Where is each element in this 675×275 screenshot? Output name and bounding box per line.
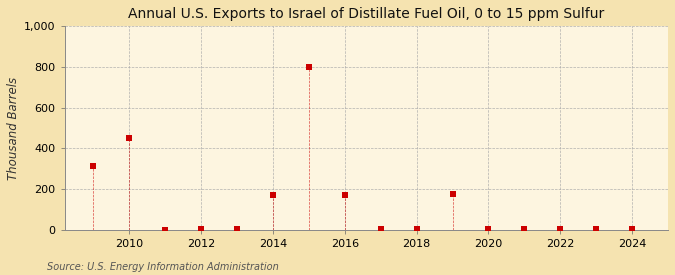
Point: [447, 192, 458, 196]
Point: [160, 227, 171, 232]
Point: [555, 227, 566, 231]
Point: [411, 227, 422, 231]
Point: [627, 227, 638, 231]
Text: Source: U.S. Energy Information Administration: Source: U.S. Energy Information Administ…: [47, 262, 279, 272]
Point: [591, 227, 601, 231]
Point: [304, 65, 315, 69]
Point: [483, 227, 494, 231]
Y-axis label: Thousand Barrels: Thousand Barrels: [7, 76, 20, 180]
Point: [375, 227, 386, 231]
Point: [519, 227, 530, 231]
Point: [124, 136, 135, 141]
Point: [232, 227, 242, 231]
Point: [340, 193, 350, 197]
Point: [267, 193, 278, 197]
Title: Annual U.S. Exports to Israel of Distillate Fuel Oil, 0 to 15 ppm Sulfur: Annual U.S. Exports to Israel of Distill…: [128, 7, 605, 21]
Point: [196, 227, 207, 232]
Point: [88, 164, 99, 168]
